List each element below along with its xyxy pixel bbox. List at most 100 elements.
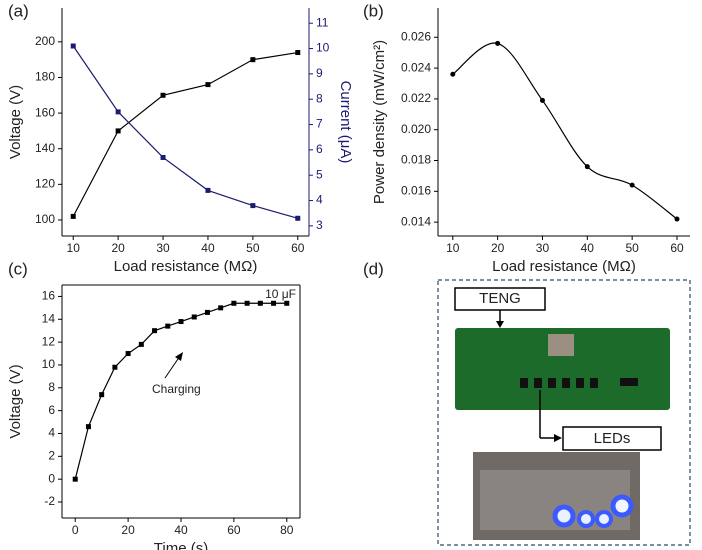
marker: [205, 82, 211, 88]
y2-axis-label: Current (μA): [337, 81, 354, 164]
annotation: Charging: [152, 382, 201, 396]
annotation-arrow-head: [175, 352, 183, 361]
marker: [231, 300, 237, 306]
x-tick-label: 60: [227, 523, 241, 537]
y-tick-label: 12: [42, 334, 56, 348]
marker: [205, 187, 211, 193]
marker: [629, 182, 635, 188]
y-tick-label: 100: [35, 212, 55, 226]
y-tick-label: 0.018: [401, 153, 431, 167]
y2-tick-label: 6: [316, 142, 323, 156]
y-tick-label: 180: [35, 70, 55, 84]
marker: [70, 43, 76, 49]
marker: [244, 300, 250, 306]
marker: [85, 424, 91, 430]
y-tick-label: 200: [35, 34, 55, 48]
y2-tick-label: 10: [316, 41, 330, 55]
marker: [257, 300, 263, 306]
y2-tick-label: 3: [316, 218, 323, 232]
panel-label: (d): [363, 259, 384, 278]
x-tick-label: 40: [201, 241, 215, 255]
y-tick-label: 0.026: [401, 29, 431, 43]
x-tick-label: 80: [280, 523, 294, 537]
marker: [160, 92, 166, 98]
x-tick-label: 30: [536, 241, 550, 255]
panel-label: (a): [8, 1, 29, 20]
panel-label: (b): [363, 1, 384, 20]
marker: [295, 50, 301, 56]
x-axis-label: Time (s): [154, 540, 208, 550]
marker: [115, 128, 121, 134]
y-tick-label: 0.020: [401, 122, 431, 136]
y-tick-label: 120: [35, 177, 55, 191]
panel-d: TENG LEDs (d): [363, 259, 691, 546]
y2-tick-label: 8: [316, 91, 323, 105]
y-tick-label: 8: [48, 380, 55, 394]
y-tick-label: 0.022: [401, 91, 431, 105]
chip: [548, 334, 574, 356]
marker: [112, 364, 118, 370]
y-tick-label: 10: [42, 357, 56, 371]
marker: [250, 57, 256, 63]
y-tick-label: 2: [48, 448, 55, 462]
x-tick-label: 50: [625, 241, 639, 255]
y-tick-label: 4: [48, 426, 55, 440]
y-tick-label: 160: [35, 105, 55, 119]
y-tick-label: 14: [42, 311, 56, 325]
y-tick-label: 140: [35, 141, 55, 155]
leds-label: LEDs: [594, 430, 631, 447]
y-tick-label: 16: [42, 289, 56, 303]
y-axis-label: Voltage (V): [7, 364, 24, 438]
annotation-arrow: [164, 355, 181, 379]
y-axis-label: Power density (mW/cm²): [371, 40, 388, 204]
dashed-frame: [437, 279, 691, 546]
marker: [218, 305, 224, 311]
y-tick-label: 0.016: [401, 183, 431, 197]
arrow-head: [554, 434, 562, 442]
y2-tick-label: 5: [316, 167, 323, 181]
marker: [250, 203, 256, 209]
marker: [70, 213, 76, 219]
y-axis-label: Voltage (V): [7, 85, 24, 159]
marker: [584, 164, 590, 170]
x-tick-label: 30: [156, 241, 170, 255]
y-tick-label: 0: [48, 471, 55, 485]
x-tick-label: 0: [72, 523, 79, 537]
y-tick-label: -2: [44, 494, 55, 508]
board-parts: [520, 378, 638, 388]
leds: [552, 494, 634, 528]
marker: [539, 97, 545, 103]
marker: [271, 300, 277, 306]
circuit-board: [455, 328, 670, 410]
x-axis-label: Load resistance (MΩ): [114, 258, 258, 275]
marker: [115, 109, 121, 115]
x-tick-label: 20: [121, 523, 135, 537]
panel-label: (c): [8, 259, 28, 278]
series-line: [72, 51, 298, 217]
marker: [138, 341, 144, 347]
marker: [191, 314, 197, 320]
marker: [160, 154, 166, 160]
x-tick-label: 40: [581, 241, 595, 255]
y-tick-label: 0.014: [401, 214, 431, 228]
y2-tick-label: 11: [316, 15, 329, 29]
series-line: [72, 45, 298, 219]
marker: [125, 351, 131, 357]
x-tick-label: 10: [67, 241, 81, 255]
marker: [495, 40, 501, 46]
x-tick-label: 50: [246, 241, 260, 255]
marker: [99, 392, 105, 398]
arrow-head: [496, 321, 504, 328]
x-tick-label: 40: [174, 523, 188, 537]
annotation: 10 μF: [265, 287, 296, 301]
y2-tick-label: 7: [316, 117, 323, 131]
marker: [72, 476, 78, 482]
teng-label: TENG: [479, 290, 521, 307]
marker: [204, 309, 210, 315]
y2-tick-label: 9: [316, 66, 323, 80]
x-axis-label: Load resistance (MΩ): [492, 258, 636, 275]
x-tick-label: 20: [111, 241, 125, 255]
y2-tick-label: 4: [316, 193, 323, 207]
x-tick-label: 10: [446, 241, 460, 255]
x-tick-label: 60: [291, 241, 305, 255]
